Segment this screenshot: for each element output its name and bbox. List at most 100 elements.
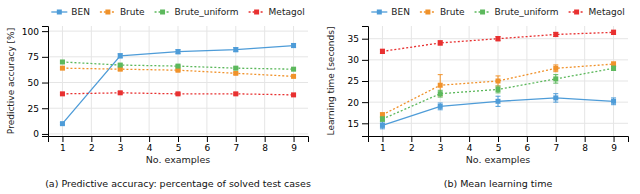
x-tick-label: 6 bbox=[205, 143, 211, 153]
legend-item: Metagol bbox=[249, 7, 305, 17]
point bbox=[438, 104, 443, 109]
error-bar bbox=[438, 41, 443, 45]
point bbox=[438, 91, 443, 96]
error-bar-cap bbox=[496, 96, 501, 97]
y-tick-label: 15 bbox=[348, 119, 359, 129]
y-axis-line bbox=[362, 27, 369, 137]
error-bar bbox=[496, 86, 501, 93]
x-axis-label: No. examples bbox=[466, 154, 531, 165]
x-tick-mark bbox=[236, 136, 237, 142]
legend-label: Brute bbox=[440, 7, 465, 17]
y-tick-mark bbox=[362, 81, 368, 82]
error-bar-cap bbox=[438, 103, 443, 104]
x-tick-mark bbox=[440, 136, 441, 142]
error-bar-cap bbox=[438, 74, 443, 75]
error-bar bbox=[553, 32, 558, 36]
point bbox=[291, 92, 296, 97]
x-tick-mark bbox=[91, 136, 92, 142]
legend-item: Metagol bbox=[569, 7, 625, 17]
legend-label: Brute bbox=[120, 7, 145, 17]
y-axis-label: Learning time [seconds] bbox=[326, 27, 336, 136]
error-bar-cap bbox=[438, 90, 443, 91]
error-bar-cap bbox=[553, 71, 558, 72]
legend-swatch-marker bbox=[57, 10, 62, 15]
legend-swatch-marker bbox=[160, 10, 165, 15]
error-bar-cap bbox=[496, 92, 501, 93]
x-tick-label: 4 bbox=[467, 143, 473, 153]
point bbox=[553, 32, 558, 37]
grid-line-x bbox=[613, 26, 614, 136]
error-bar bbox=[553, 65, 558, 72]
point bbox=[176, 91, 181, 96]
y-tick-mark bbox=[362, 102, 368, 103]
y-tick-mark bbox=[42, 57, 48, 58]
grid-line-x bbox=[264, 26, 265, 136]
legend-swatch-marker bbox=[254, 10, 259, 15]
series-line bbox=[382, 98, 613, 126]
x-tick: 6 bbox=[205, 136, 211, 153]
grid-line-x bbox=[206, 26, 207, 136]
point bbox=[611, 99, 616, 104]
y-tick: 75 bbox=[28, 52, 48, 62]
x-tick-mark bbox=[411, 136, 412, 142]
legend-label: Brute_uniform bbox=[495, 7, 559, 17]
x-tick: 6 bbox=[525, 136, 531, 153]
y-tick: 20 bbox=[348, 98, 368, 108]
point bbox=[60, 91, 65, 96]
legend: BENBruteBrute_uniformMetagol bbox=[51, 7, 304, 17]
error-bar bbox=[380, 113, 385, 117]
series bbox=[380, 62, 616, 118]
grid bbox=[48, 26, 308, 136]
y-tick-mark bbox=[42, 83, 48, 84]
point bbox=[233, 66, 238, 71]
y-tick: 25 bbox=[348, 76, 368, 86]
point bbox=[553, 66, 558, 71]
y-axis-label: Predictive accuracy [%] bbox=[6, 28, 16, 134]
y-tick: 25 bbox=[28, 104, 48, 114]
error-bar bbox=[496, 37, 501, 41]
y-tick: 30 bbox=[348, 55, 368, 65]
x-tick-label: 2 bbox=[409, 143, 415, 153]
x-tick-mark bbox=[178, 136, 179, 142]
y-tick-mark bbox=[42, 134, 48, 135]
error-bar-cap bbox=[553, 102, 558, 103]
x-tick: 7 bbox=[233, 136, 239, 153]
point bbox=[611, 30, 616, 35]
grid-line-x bbox=[120, 26, 121, 136]
legend-swatch-marker bbox=[377, 10, 382, 15]
chart-title: (b) Mean learning time bbox=[444, 178, 553, 189]
y-axis: 0255075100 bbox=[22, 27, 49, 140]
x-tick-mark bbox=[585, 136, 586, 142]
series bbox=[60, 59, 296, 71]
error-bar-cap bbox=[553, 64, 558, 65]
x-tick-mark bbox=[527, 136, 528, 142]
error-bar-cap bbox=[496, 75, 501, 76]
error-bar bbox=[438, 90, 443, 97]
series bbox=[380, 30, 616, 54]
grid-line-x bbox=[62, 26, 63, 136]
x-tick-label: 5 bbox=[496, 143, 502, 153]
series bbox=[60, 43, 296, 126]
legend-item: Brute bbox=[420, 7, 465, 17]
x-tick: 5 bbox=[496, 136, 502, 153]
series bbox=[380, 94, 616, 129]
error-bar bbox=[553, 75, 558, 83]
series bbox=[380, 66, 616, 122]
point bbox=[118, 53, 123, 58]
series-line bbox=[382, 64, 613, 115]
x-tick: 4 bbox=[467, 136, 473, 153]
y-tick-label: 50 bbox=[28, 78, 40, 88]
y-tick-label: 0 bbox=[33, 129, 39, 139]
legend-label: Metagol bbox=[589, 7, 625, 17]
y-tick-mark bbox=[42, 108, 48, 109]
x-tick-mark bbox=[614, 136, 615, 142]
x-tick-mark bbox=[556, 136, 557, 142]
error-bar bbox=[176, 50, 181, 54]
y-tick-mark bbox=[42, 31, 48, 32]
error-bar bbox=[611, 62, 616, 66]
error-bar bbox=[118, 54, 123, 58]
x-tick-mark bbox=[62, 136, 63, 142]
point bbox=[496, 36, 501, 41]
y-tick-label: 35 bbox=[348, 34, 359, 44]
point bbox=[60, 121, 65, 126]
